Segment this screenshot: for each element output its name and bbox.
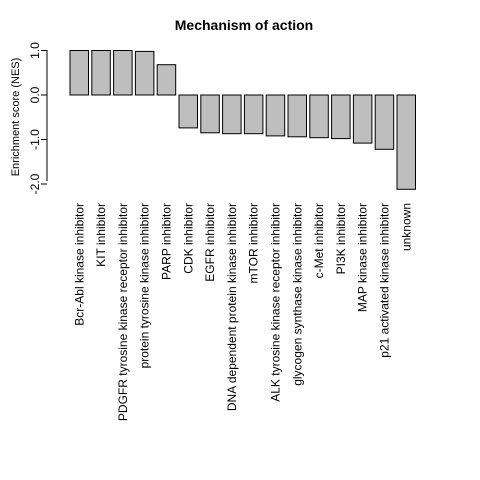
x-tick-label: unknown bbox=[399, 203, 413, 251]
bar bbox=[309, 94, 329, 139]
y-tick-label: 0.0 bbox=[28, 86, 42, 103]
bar bbox=[178, 94, 198, 129]
x-tick-label: PDGFR tyrosine kinase receptor inhibitor bbox=[116, 203, 130, 421]
x-tick-label: KIT inhibitor bbox=[94, 203, 108, 267]
bar bbox=[243, 94, 264, 135]
y-axis-label: Enrichment score (NES) bbox=[10, 58, 22, 177]
bar bbox=[200, 94, 220, 134]
x-tick-label: ALK tyrosine kinase receptor inhibitor bbox=[269, 203, 283, 402]
x-tick-labels: Bcr-Abl kinase inhibitor KIT inhibitor PDG… bbox=[72, 203, 413, 421]
x-tick-label: PI3K inhibitor bbox=[334, 203, 348, 274]
bar bbox=[396, 94, 416, 190]
x-tick-label: Bcr-Abl kinase inhibitor bbox=[72, 203, 86, 326]
x-tick-label: EGFR inhibitor bbox=[203, 203, 217, 282]
y-tick-label: 1.0 bbox=[28, 42, 42, 59]
bars bbox=[69, 50, 416, 190]
bar bbox=[287, 94, 307, 138]
x-tick-label: CDK inhibitor bbox=[181, 203, 195, 274]
y-tick-label: -2.0 bbox=[28, 173, 42, 194]
bar bbox=[374, 94, 395, 150]
x-tick-label: protein tyrosine kinase inhibitor bbox=[138, 203, 152, 368]
chart-title: Mechanism of action bbox=[175, 17, 313, 33]
x-tick-label: MAP kinase inhibitor bbox=[356, 203, 370, 312]
y-tick-label: -1.0 bbox=[28, 129, 42, 150]
x-tick-label: glycogen synthase kinase inhibitor bbox=[290, 203, 304, 386]
bar bbox=[222, 94, 242, 135]
bar bbox=[134, 50, 155, 96]
bar bbox=[69, 50, 89, 96]
bar bbox=[331, 94, 351, 140]
bar bbox=[91, 50, 111, 96]
x-tick-label: c-Met inhibitor bbox=[312, 203, 326, 278]
x-tick-label: p21 activated kinase inhibitor bbox=[377, 203, 391, 358]
x-tick-label: DNA dependent protein kinase inhibitor bbox=[225, 203, 239, 411]
bar bbox=[156, 64, 177, 96]
bar bbox=[113, 50, 133, 96]
bar bbox=[265, 94, 286, 137]
x-tick-label: mTOR inhibitor bbox=[247, 203, 261, 283]
bar bbox=[352, 94, 373, 144]
x-tick-label: PARP inhibitor bbox=[159, 203, 173, 280]
y-ticks: -2.0 -1.0 0.0 1.0 bbox=[28, 42, 47, 194]
